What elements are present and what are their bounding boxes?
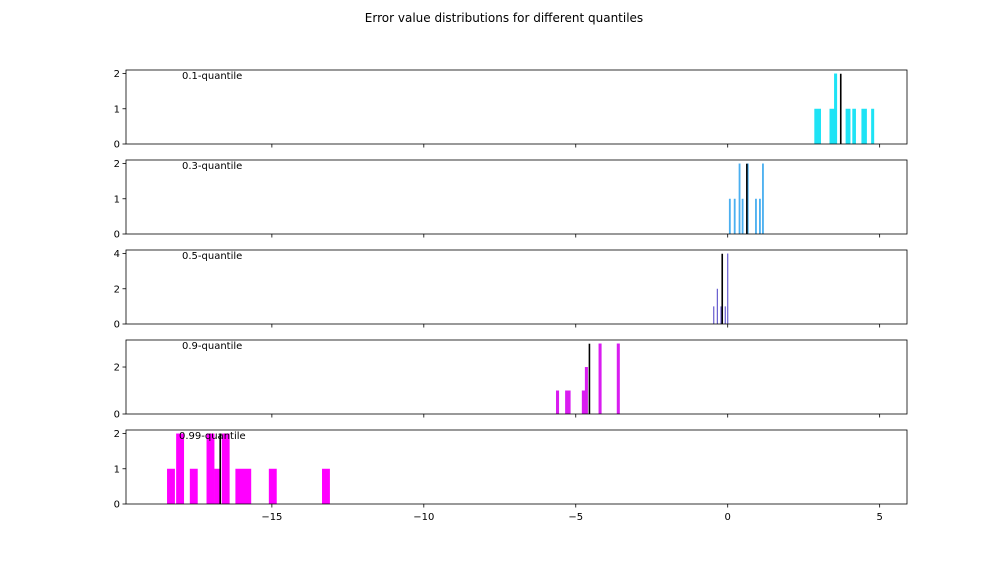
histogram-bar (189, 468, 198, 504)
histogram-bar (268, 468, 277, 504)
histogram-bar (176, 433, 185, 504)
y-tick-label: 1 (114, 104, 120, 115)
histogram-bar (221, 433, 230, 504)
y-tick-label: 0 (114, 320, 120, 331)
histogram-bar (713, 306, 715, 324)
y-tick-label: 2 (114, 69, 120, 80)
histogram-bar (581, 390, 586, 414)
y-tick-label: 2 (114, 284, 120, 295)
histogram-bar (724, 306, 726, 324)
histogram-bar (814, 108, 821, 144)
y-tick-label: 2 (114, 429, 120, 440)
y-tick-label: 0 (114, 500, 120, 511)
histogram-bar (728, 198, 731, 234)
histogram-bar (738, 163, 741, 234)
y-tick-label: 0 (114, 410, 120, 421)
histogram-bar (834, 73, 838, 144)
panel-label: 0.9-quantile (182, 341, 242, 352)
y-tick-label: 0 (114, 140, 120, 151)
panel-3: 0 2 4 0.5-quantile (114, 249, 908, 331)
y-tick-label: 4 (114, 249, 120, 260)
x-tick-label: −10 (413, 512, 434, 523)
figure-title: Error value distributions for different … (365, 11, 643, 25)
panel-1: 0 1 2 0.1-quantile (114, 69, 908, 151)
x-tick-label: 5 (876, 512, 882, 523)
histogram-bar (584, 367, 588, 414)
axes-frame (125, 159, 908, 235)
panels: 0 1 2 0.1-quantile 0 1 2 0.3-quantile 0 2 4 0.5-qua… (114, 69, 908, 523)
histogram-bar (829, 108, 837, 144)
histogram-bar (845, 108, 851, 144)
panel-label: 0.3-quantile (182, 161, 242, 172)
histogram-bar (746, 163, 749, 234)
panel-label: 0.1-quantile (182, 71, 242, 82)
x-tick-label: 0 (725, 512, 731, 523)
histogram-bar (167, 468, 175, 504)
panel-label: 0.99-quantile (179, 431, 246, 442)
y-tick-label: 2 (114, 159, 120, 170)
histogram-bar (214, 468, 221, 504)
histogram-bar (716, 288, 718, 324)
histogram-bar (206, 433, 215, 504)
y-tick-label: 1 (114, 194, 120, 205)
y-tick-label: 1 (114, 464, 120, 475)
y-tick-label: 0 (114, 230, 120, 241)
histogram-bar (861, 108, 867, 144)
x-tick-label: −5 (568, 512, 583, 523)
histogram-bar (759, 198, 761, 234)
histogram-bar (556, 390, 560, 414)
y-tick-label: 2 (114, 363, 120, 374)
histogram-bar (755, 198, 757, 234)
histogram-bar (598, 343, 602, 414)
histogram-bar (733, 198, 736, 234)
panel-5: 0 1 2 −15 −10 −5 0 5 0.99-quantile (114, 429, 908, 523)
panel-label: 0.5-quantile (182, 251, 242, 262)
axes-frame (125, 249, 908, 325)
histogram-bar (565, 390, 571, 414)
histogram-bar (720, 306, 722, 324)
panel-2: 0 1 2 0.3-quantile (114, 159, 908, 241)
panel-4: 0 2 0.9-quantile (114, 339, 908, 421)
histogram-bar (616, 343, 620, 414)
axes-frame (125, 429, 908, 505)
histogram-bar (322, 468, 330, 504)
axes-frame (125, 339, 908, 415)
histogram-bar (235, 468, 252, 504)
histogram-bar (871, 108, 875, 144)
histogram-bar (741, 198, 744, 234)
histogram-bar (727, 253, 729, 324)
histogram-bar (762, 163, 764, 234)
x-tick-label: −15 (261, 512, 282, 523)
histogram-bar (852, 108, 856, 144)
axes-frame (125, 69, 908, 145)
